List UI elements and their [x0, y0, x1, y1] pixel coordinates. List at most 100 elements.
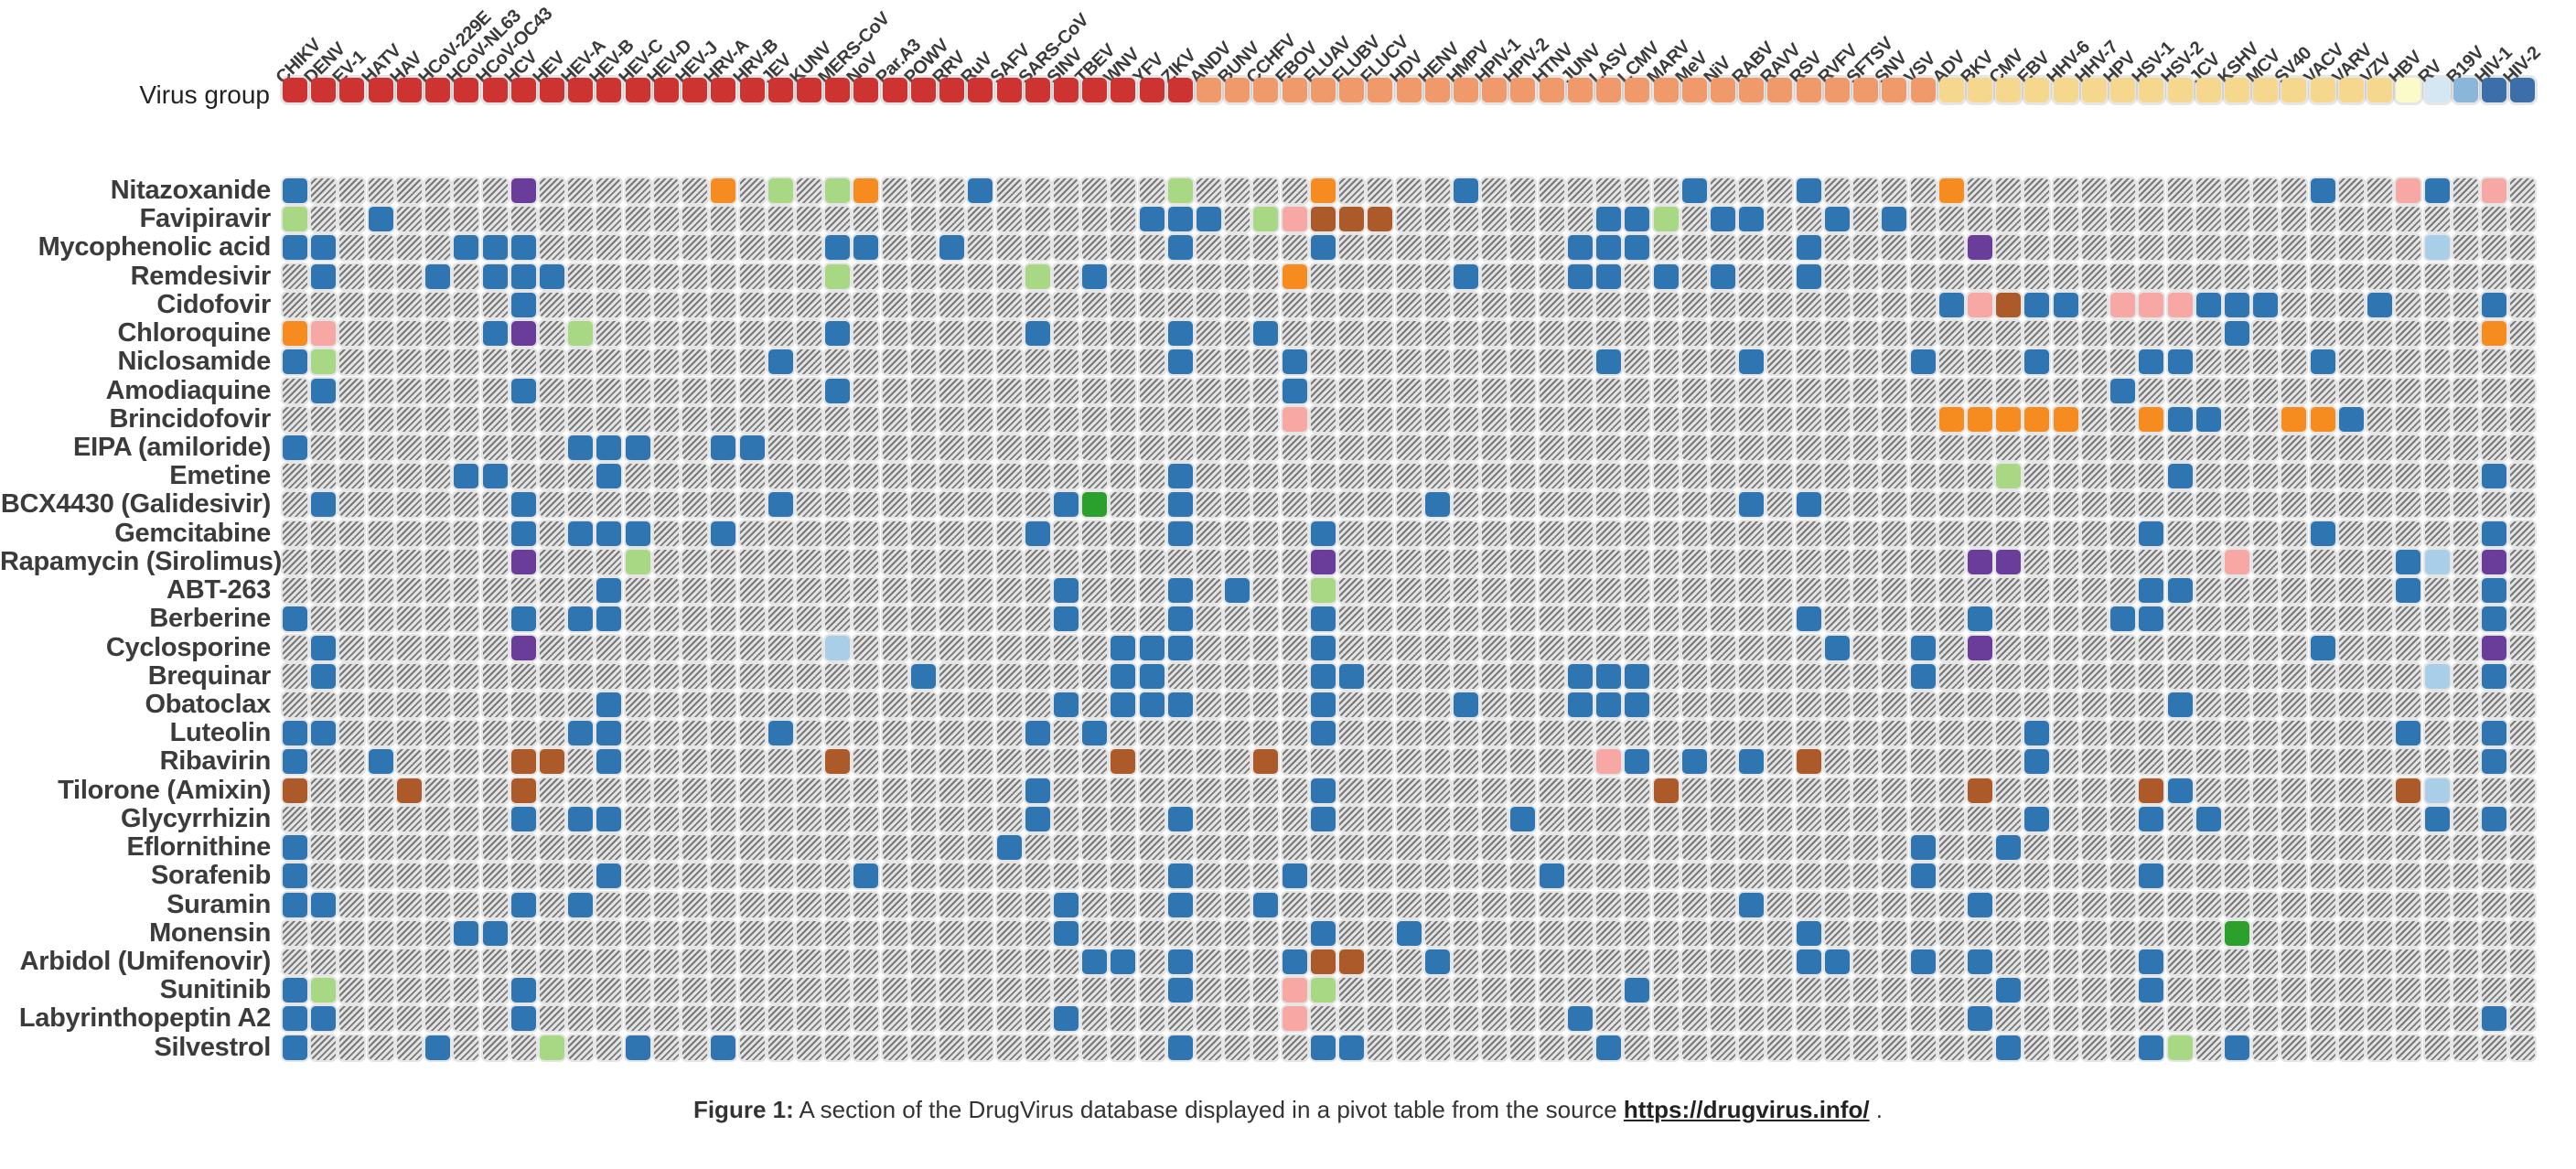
- cell-rapamycin-sirolimus--HTNV[interactable]: [1540, 550, 1564, 574]
- cell-amodiaquine-HIV-2[interactable]: [2510, 379, 2535, 403]
- cell-emetine-VARV[interactable]: [2339, 464, 2364, 488]
- cell-emetine-HEV-J[interactable]: [682, 464, 707, 488]
- cell-silvestrol-HEV-B[interactable]: [596, 1035, 621, 1060]
- cell-berberine-NoV[interactable]: [853, 606, 878, 631]
- cell-eflornithine-VSV[interactable]: [1911, 835, 1936, 860]
- cell-sorafenib-HPIV-2[interactable]: [1510, 863, 1535, 888]
- cell-berberine-HTNV[interactable]: [1540, 606, 1564, 631]
- cell-remdesivir-HEV[interactable]: [540, 264, 564, 289]
- cell-cyclosporine-RV[interactable]: [2425, 636, 2450, 660]
- cell-cyclosporine-RAVV[interactable]: [1767, 636, 1792, 660]
- cell-labyrinthopeptin-a2-MERS-CoV[interactable]: [825, 1006, 850, 1031]
- cell-sunitinib-YFV[interactable]: [1140, 978, 1165, 1003]
- cell-silvestrol-HBV[interactable]: [2396, 1035, 2420, 1060]
- cell-sunitinib-HCoV-229E[interactable]: [425, 978, 450, 1003]
- cell-brequinar-BUNV[interactable]: [1225, 664, 1250, 689]
- cell-obatoclax-HENV[interactable]: [1425, 692, 1450, 717]
- cell-remdesivir-SNV[interactable]: [1882, 264, 1906, 289]
- cell-remdesivir-WNV[interactable]: [1111, 264, 1135, 289]
- cell-cyclosporine-HAV[interactable]: [397, 636, 422, 660]
- cell-remdesivir-HMPV[interactable]: [1454, 264, 1478, 289]
- cell-sorafenib-FLUBV[interactable]: [1339, 863, 1364, 888]
- cell-obatoclax-EBOV[interactable]: [1283, 692, 1307, 717]
- cell-luteolin-RVFV[interactable]: [1825, 721, 1850, 745]
- cell-gemcitabine-TBEV[interactable]: [1082, 521, 1107, 546]
- cell-nitazoxanide-HRV-A[interactable]: [711, 178, 735, 203]
- cell-chloroquine-RRV[interactable]: [939, 321, 964, 346]
- cell-brequinar-JCV[interactable]: [2196, 664, 2221, 689]
- virus-group-square-DENV[interactable]: [311, 78, 336, 102]
- cell-silvestrol-HPIV-2[interactable]: [1510, 1035, 1535, 1060]
- cell-silvestrol-VACV[interactable]: [2311, 1035, 2335, 1060]
- cell-rapamycin-sirolimus--NiV[interactable]: [1711, 550, 1735, 574]
- cell-sunitinib-HEV-J[interactable]: [682, 978, 707, 1003]
- cell-sorafenib-WNV[interactable]: [1111, 863, 1135, 888]
- cell-eflornithine-JEV[interactable]: [768, 835, 793, 860]
- cell-glycyrrhizin-SINV[interactable]: [1054, 807, 1079, 831]
- cell-suramin-SINV[interactable]: [1054, 893, 1079, 917]
- cell-eipa-amiloride--HCoV-229E[interactable]: [425, 435, 450, 460]
- cell-eipa-amiloride--HAV[interactable]: [397, 435, 422, 460]
- cell-obatoclax-BUNV[interactable]: [1225, 692, 1250, 717]
- cell-eipa-amiloride--HEV-B[interactable]: [596, 435, 621, 460]
- cell-nitazoxanide-RSV[interactable]: [1797, 178, 1821, 203]
- cell-amodiaquine-SINV[interactable]: [1054, 379, 1079, 403]
- cell-bcx4430-galidesivir--JCV[interactable]: [2196, 492, 2221, 517]
- cell-suramin-HBV[interactable]: [2396, 893, 2420, 917]
- cell-niclosamide-HBV[interactable]: [2396, 349, 2420, 374]
- cell-labyrinthopeptin-a2-LASV[interactable]: [1596, 1006, 1621, 1031]
- cell-brincidofovir-HIV-1[interactable]: [2482, 407, 2506, 432]
- cell-nitazoxanide-BKV[interactable]: [1968, 178, 1992, 203]
- cell-niclosamide-HAV[interactable]: [397, 349, 422, 374]
- cell-favipiravir-ZIKV[interactable]: [1168, 207, 1193, 231]
- cell-emetine-SNV[interactable]: [1882, 464, 1906, 488]
- cell-glycyrrhizin-HAV[interactable]: [397, 807, 422, 831]
- cell-cyclosporine-RRV[interactable]: [939, 636, 964, 660]
- cell-brequinar-HCoV-NL63[interactable]: [454, 664, 478, 689]
- cell-remdesivir-NoV[interactable]: [853, 264, 878, 289]
- cell-berberine-FLUBV[interactable]: [1339, 606, 1364, 631]
- cell-ribavirin-RSV[interactable]: [1797, 749, 1821, 774]
- cell-glycyrrhizin-HEV-A[interactable]: [568, 807, 593, 831]
- cell-tilorone-amixin--HAV[interactable]: [397, 778, 422, 803]
- cell-sorafenib-HCV[interactable]: [511, 863, 536, 888]
- cell-gemcitabine-MCV[interactable]: [2253, 521, 2278, 546]
- cell-arbidol-umifenovir--HBV[interactable]: [2396, 949, 2420, 974]
- cell-emetine-HPIV-1[interactable]: [1482, 464, 1507, 488]
- cell-monensin-HHV-6[interactable]: [2054, 921, 2078, 946]
- cell-niclosamide-WNV[interactable]: [1111, 349, 1135, 374]
- cell-ribavirin-HSV-1[interactable]: [2139, 749, 2163, 774]
- virus-group-square-FLUCV[interactable]: [1368, 78, 1392, 102]
- cell-remdesivir-HCoV-NL63[interactable]: [454, 264, 478, 289]
- cell-bcx4430-galidesivir--HENV[interactable]: [1425, 492, 1450, 517]
- virus-group-square-KUNV[interactable]: [797, 78, 821, 102]
- cell-silvestrol-HEV-A[interactable]: [568, 1035, 593, 1060]
- cell-abt-263-RV[interactable]: [2425, 578, 2450, 603]
- cell-tilorone-amixin--BUNV[interactable]: [1225, 778, 1250, 803]
- cell-obatoclax-HHV-6[interactable]: [2054, 692, 2078, 717]
- cell-silvestrol-HMPV[interactable]: [1454, 1035, 1478, 1060]
- cell-brincidofovir-HPV[interactable]: [2110, 407, 2135, 432]
- cell-obatoclax-HSV-1[interactable]: [2139, 692, 2163, 717]
- cell-abt-263-VSV[interactable]: [1911, 578, 1936, 603]
- cell-cyclosporine-SARS-CoV[interactable]: [1025, 636, 1050, 660]
- cell-remdesivir-B19V[interactable]: [2453, 264, 2478, 289]
- cell-berberine-MARV[interactable]: [1654, 606, 1679, 631]
- cell-brequinar-SINV[interactable]: [1054, 664, 1079, 689]
- cell-rapamycin-sirolimus--JCV[interactable]: [2196, 550, 2221, 574]
- cell-tilorone-amixin--RuV[interactable]: [968, 778, 993, 803]
- cell-luteolin-HCV[interactable]: [511, 721, 536, 745]
- cell-sorafenib-RVFV[interactable]: [1825, 863, 1850, 888]
- cell-tilorone-amixin--MCV[interactable]: [2253, 778, 2278, 803]
- cell-amodiaquine-HDV[interactable]: [1397, 379, 1422, 403]
- cell-obatoclax-BKV[interactable]: [1968, 692, 1992, 717]
- cell-monensin-RABV[interactable]: [1739, 921, 1764, 946]
- cell-luteolin-RAVV[interactable]: [1767, 721, 1792, 745]
- cell-silvestrol-MARV[interactable]: [1654, 1035, 1679, 1060]
- cell-ribavirin-HIV-2[interactable]: [2510, 749, 2535, 774]
- cell-emetine-ADV[interactable]: [1939, 464, 1964, 488]
- cell-rapamycin-sirolimus--HCoV-229E[interactable]: [425, 550, 450, 574]
- cell-ribavirin-EBV[interactable]: [2024, 749, 2049, 774]
- cell-cidofovir-HSV-2[interactable]: [2168, 293, 2193, 317]
- cell-nitazoxanide-HHV-6[interactable]: [2054, 178, 2078, 203]
